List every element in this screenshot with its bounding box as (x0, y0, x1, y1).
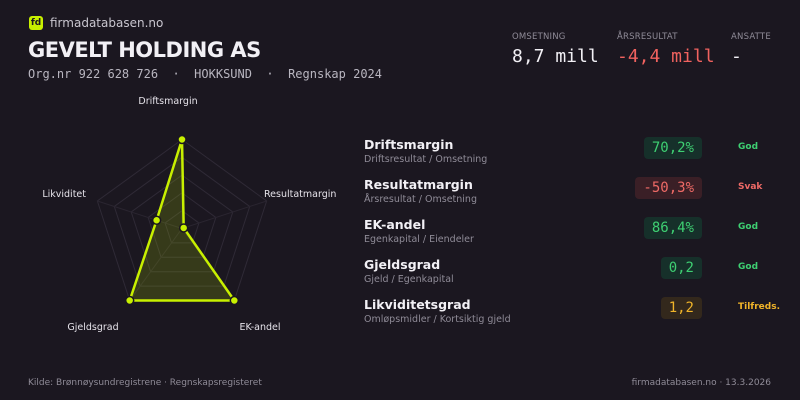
radar-grid-ring (130, 174, 234, 273)
metric-formula: Gjeld / Egenkapital (364, 274, 454, 285)
radar-point-gjeldsgrad (124, 295, 135, 306)
metric-value-badge: 86,4% (643, 217, 702, 239)
company-name: GEVELT HOLDING AS (28, 38, 261, 62)
radar-spoke (129, 228, 183, 301)
metric-status: God (738, 262, 759, 272)
metric-formula: Årsresultat / Omsetning (364, 194, 477, 205)
metric-name: EK-andel (364, 217, 426, 232)
metric-row: Resultatmargin Årsresultat / Omsetning -… (364, 177, 784, 213)
metric-formula: Omløpsmidler / Kortsiktig gjeld (364, 314, 511, 325)
axis-label-likviditet: Likviditet (42, 189, 86, 200)
radar-grid-ring (147, 192, 217, 258)
footer-site-date: firmadatabasen.no · 13.3.2026 (631, 378, 771, 388)
metric-row: Driftsmargin Driftsresultat / Omsetning … (364, 137, 784, 173)
radar-point-likviditet (151, 215, 162, 225)
radar-area (128, 138, 236, 302)
metric-status: God (738, 142, 759, 152)
metric-name: Resultatmargin (364, 177, 473, 192)
radar-spoke (97, 200, 183, 229)
metric-name: Driftsmargin (364, 137, 454, 152)
kpi-ansatte: ANSATTE - (731, 32, 771, 67)
radar-grid-ring (113, 156, 251, 287)
metric-status: God (738, 222, 759, 232)
site-name[interactable]: firmadatabasen.no (50, 16, 164, 30)
logo-icon: fd (29, 16, 43, 30)
metric-value-badge: 70,2% (643, 137, 702, 159)
kpi-label: OMSETNING (512, 32, 566, 42)
radar-spoke (181, 200, 267, 229)
radar-point-ek-andel (229, 295, 240, 306)
kpi-value: 8,7 mill (512, 46, 599, 67)
radar-point-resultatmargin (178, 223, 189, 233)
axis-label-resultatmargin: Resultatmargin (264, 189, 336, 200)
footer-source: Kilde: Brønnøysundregistrene · Regnskaps… (28, 378, 262, 388)
metric-row: Gjeldsgrad Gjeld / Egenkapital 0,2 God (364, 257, 784, 293)
axis-label-ek-andel: EK-andel (239, 322, 280, 333)
metric-value-badge: 1,2 (660, 297, 702, 319)
metric-value-badge: 0,2 (660, 257, 702, 279)
kpi-value: -4,4 mill (617, 46, 715, 67)
metric-formula: Driftsresultat / Omsetning (364, 154, 488, 165)
metric-formula: Egenkapital / Eiendeler (364, 234, 474, 245)
axis-label-driftsmargin: Driftsmargin (138, 96, 197, 107)
radar-point-driftsmargin (177, 134, 187, 145)
metric-status: Tilfreds. (738, 302, 780, 312)
metric-row: Likviditetsgrad Omløpsmidler / Kortsikti… (364, 297, 784, 333)
metric-name: Likviditetsgrad (364, 297, 471, 312)
radar-grid-ring (164, 210, 200, 244)
metric-status: Svak (738, 182, 763, 192)
metric-name: Gjeldsgrad (364, 257, 441, 272)
company-subtitle: Org.nr 922 628 726 · HOKKSUND · Regnskap… (28, 67, 383, 81)
axis-label-gjeldsgrad: Gjeldsgrad (67, 322, 118, 333)
kpi-omsetning: OMSETNING 8,7 mill (512, 32, 599, 67)
metric-row: EK-andel Egenkapital / Eiendeler 86,4% G… (364, 217, 784, 253)
metric-value-badge: -50,3% (635, 177, 702, 199)
kpi-label: ÅRSRESULTAT (617, 32, 678, 42)
kpi-arsresultat: ÅRSRESULTAT -4,4 mill (617, 32, 715, 67)
kpi-value: - (731, 46, 742, 67)
kpi-label: ANSATTE (731, 32, 771, 42)
radar-chart: Driftsmargin Resultatmargin EK-andel Gje… (42, 96, 336, 333)
